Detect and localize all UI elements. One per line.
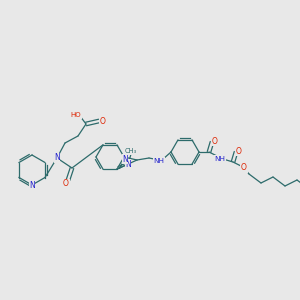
- Text: O: O: [100, 116, 106, 125]
- Text: O: O: [236, 146, 242, 155]
- Text: O: O: [212, 136, 218, 146]
- Text: N: N: [29, 181, 35, 190]
- Text: O: O: [241, 164, 247, 172]
- Text: N: N: [122, 154, 128, 164]
- Text: HO: HO: [71, 112, 81, 118]
- Text: O: O: [63, 179, 69, 188]
- Text: N: N: [54, 154, 60, 163]
- Text: NH: NH: [154, 158, 164, 164]
- Text: N: N: [125, 160, 131, 169]
- Text: NH: NH: [214, 156, 226, 162]
- Text: CH₃: CH₃: [125, 148, 137, 154]
